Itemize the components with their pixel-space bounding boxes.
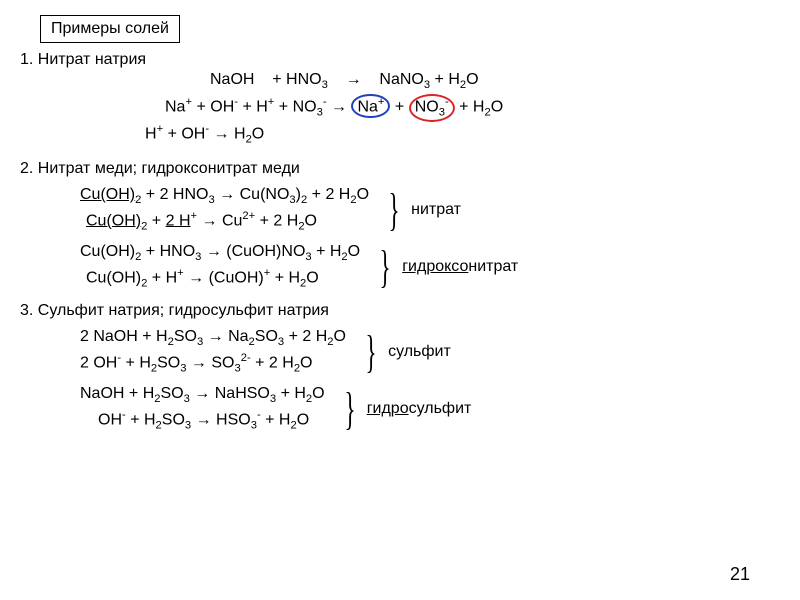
label-gidrosulfit: гидросульфит [367,400,472,418]
txt: гидроксо [402,258,468,275]
txt: нитрат [468,258,518,275]
label-sulfit: сульфит [388,343,451,361]
txt: NaNO [379,71,423,88]
txt: + [395,98,404,115]
bracket-icon: } [389,189,400,230]
txt: Cu(OH) [86,269,141,286]
txt: + H [130,411,155,428]
s3g2-eq2: OH- + H2SO3 → HSO3- + H2O [98,408,325,434]
txt: + [152,212,166,229]
txt: SO [174,328,197,345]
section3-heading: 3. Сульфит натрия; гидросульфит натрия [20,302,780,320]
s1-eq3: H+ + OH- → H2O [145,122,780,148]
txt: + 2 H [260,212,299,229]
txt: + H [459,98,484,115]
s2-group1: Cu(OH)2 + 2 HNO3 → Cu(NO3)2 + 2 H2O Cu(O… [20,184,780,235]
page-number: 21 [730,564,750,585]
txt: NaOH [210,71,254,88]
s2g2-eq2: Cu(OH)2 + H+ → (CuOH)+ + H2O [86,266,360,292]
txt: + NO [279,98,317,115]
na-ion-circle: Na+ [351,94,390,119]
label-nitrat: нитрат [411,201,461,219]
s3g1-eq1: 2 NaOH + H2SO3 → Na2SO3 + 2 H2O [80,326,346,351]
title-box: Примеры солей [40,15,180,43]
txt: O [491,98,503,115]
txt: → SO [191,354,235,371]
txt: SO [162,411,185,428]
txt: + H [265,411,290,428]
arrow: → [341,71,366,88]
txt: + 2 HNO [146,186,209,203]
txt: 2 H [166,212,191,229]
section1-heading: 1. Нитрат натрия [20,51,780,69]
txt: O [348,243,360,260]
txt: → Cu(NO [219,186,289,203]
bracket-icon: } [365,331,376,372]
txt: + H [242,98,267,115]
txt: + H [152,269,177,286]
txt: → Cu [202,212,243,229]
txt: Na [165,98,185,115]
txt: + H [435,71,460,88]
txt: O [252,125,264,142]
label-gidroksonitrat: гидроксонитрат [402,258,518,276]
s3-group1: 2 NaOH + H2SO3 → Na2SO3 + 2 H2O 2 OH- + … [20,326,780,377]
txt: O [466,71,478,88]
txt: O [305,212,317,229]
txt: + OH [196,98,234,115]
s2g1-eq2: Cu(OH)2 + 2 H+ → Cu2+ + 2 H2O [86,209,369,235]
txt: 2 NaOH + H [80,328,168,345]
txt: Cu(OH) [80,243,135,260]
txt: → (CuOH)NO [206,243,306,260]
txt: NaOH + H [80,385,154,402]
no3-ion-circle: NO3- [409,94,455,122]
txt: O [357,186,369,203]
txt: OH [98,411,122,428]
txt: + HNO [146,243,195,260]
s1-eq1: NaOH + HNO3 → NaNO3 + H2O [210,69,780,94]
txt: SO [255,328,278,345]
txt: + OH [168,125,206,142]
section2-heading: 2. Нитрат меди; гидроксонитрат меди [20,160,780,178]
s2g2-eq1: Cu(OH)2 + HNO3 → (CuOH)NO3 + H2O [80,241,360,266]
txt: + H [281,385,306,402]
txt: → HSO [196,411,251,428]
txt: → NaHSO [194,385,270,402]
arrow: → [331,98,351,115]
txt: O [300,354,312,371]
txt: Cu(OH) [86,212,141,229]
arrow: → [214,125,234,142]
txt: Cu(OH) [80,186,135,203]
txt: + H [275,269,300,286]
txt: сульфит [409,400,472,417]
txt: SO [160,385,183,402]
bracket-icon: } [380,246,391,287]
txt: + 2 H [289,328,328,345]
txt: + 2 H [255,354,294,371]
txt: → (CuOH) [188,269,264,286]
txt: Na [357,98,377,115]
s3-group2: NaOH + H2SO3 → NaHSO3 + H2O OH- + H2SO3 … [20,383,780,434]
txt: SO [157,354,180,371]
txt: O [306,269,318,286]
txt: + 2 H [312,186,351,203]
txt: → Na [208,328,249,345]
txt: H [234,125,246,142]
txt: O [312,385,324,402]
txt: + H [126,354,151,371]
s3g2-eq1: NaOH + H2SO3 → NaHSO3 + H2O [80,383,325,408]
txt: O [297,411,309,428]
s1-eq2: Na+ + OH- + H+ + NO3- → Na+ + NO3- + H2O [165,94,780,122]
txt: + H [316,243,341,260]
txt: O [334,328,346,345]
s2-group2: Cu(OH)2 + HNO3 → (CuOH)NO3 + H2O Cu(OH)2… [20,241,780,292]
txt: NO [415,98,439,115]
s2g1-eq1: Cu(OH)2 + 2 HNO3 → Cu(NO3)2 + 2 H2O [80,184,369,209]
s3g1-eq2: 2 OH- + H2SO3 → SO32- + 2 H2O [80,351,346,377]
txt: гидро [367,400,409,417]
txt: + HNO [272,71,321,88]
bracket-icon: } [344,388,355,429]
txt: 2 OH [80,354,117,371]
txt: H [145,125,157,142]
